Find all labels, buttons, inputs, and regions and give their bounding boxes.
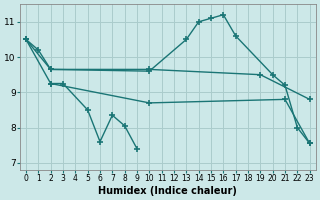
X-axis label: Humidex (Indice chaleur): Humidex (Indice chaleur) bbox=[98, 186, 237, 196]
